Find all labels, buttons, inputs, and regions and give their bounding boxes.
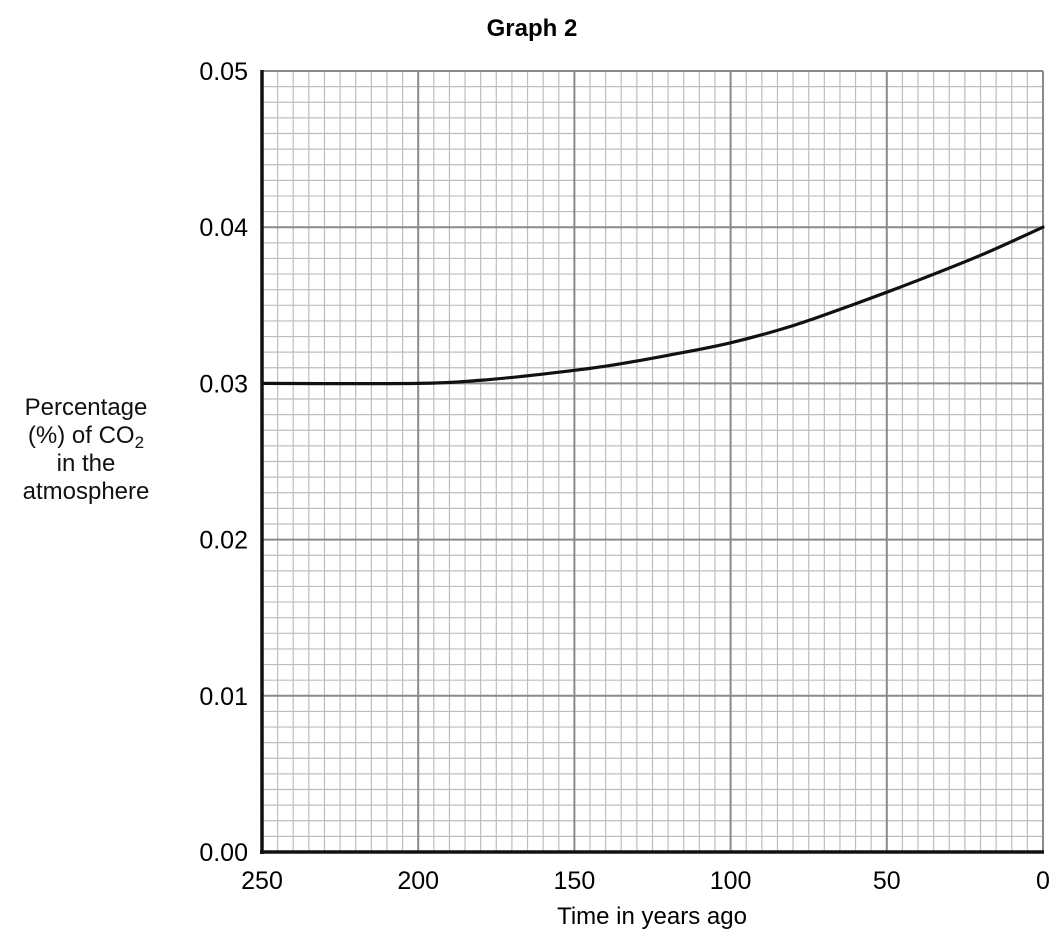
x-tick-label: 100 (710, 867, 752, 895)
y-tick-label: 0.03 (199, 370, 248, 398)
y-axis-label-line-3: in the (56, 450, 116, 477)
y-tick-label: 0.00 (199, 839, 248, 867)
x-tick-label: 50 (873, 867, 901, 895)
x-axis-label: Time in years ago (557, 903, 747, 930)
x-tick-label: 0 (1036, 867, 1050, 895)
chart-title: Graph 2 (487, 15, 578, 42)
y-axis-label: Percentage (%) of CO2 in the atmosphere (0, 394, 172, 506)
y-tick-label: 0.04 (199, 214, 248, 242)
y-axis-label-line-4: atmosphere (22, 478, 150, 505)
y-axis-label-line-1: Percentage (24, 394, 148, 421)
y-tick-label: 0.02 (199, 527, 248, 555)
y-tick-labels: 0.00 0.01 0.02 0.03 0.04 0.05 (199, 58, 248, 867)
x-tick-label: 150 (554, 867, 596, 895)
y-tick-label: 0.05 (199, 58, 248, 86)
y-axis-label-line-2: (%) of CO2 (0, 422, 172, 452)
x-tick-labels: 250 200 150 100 50 0 (241, 867, 1050, 895)
y-axis-label-line-2-text: (%) of CO (27, 422, 135, 449)
minor-gridlines (262, 71, 1043, 852)
x-tick-label: 250 (241, 867, 283, 895)
y-axis-label-subscript: 2 (134, 433, 145, 452)
x-tick-label: 200 (397, 867, 439, 895)
co2-series-line (260, 225, 1045, 386)
y-tick-label: 0.01 (199, 683, 248, 711)
series-group (260, 225, 1045, 386)
axes (260, 70, 1044, 854)
